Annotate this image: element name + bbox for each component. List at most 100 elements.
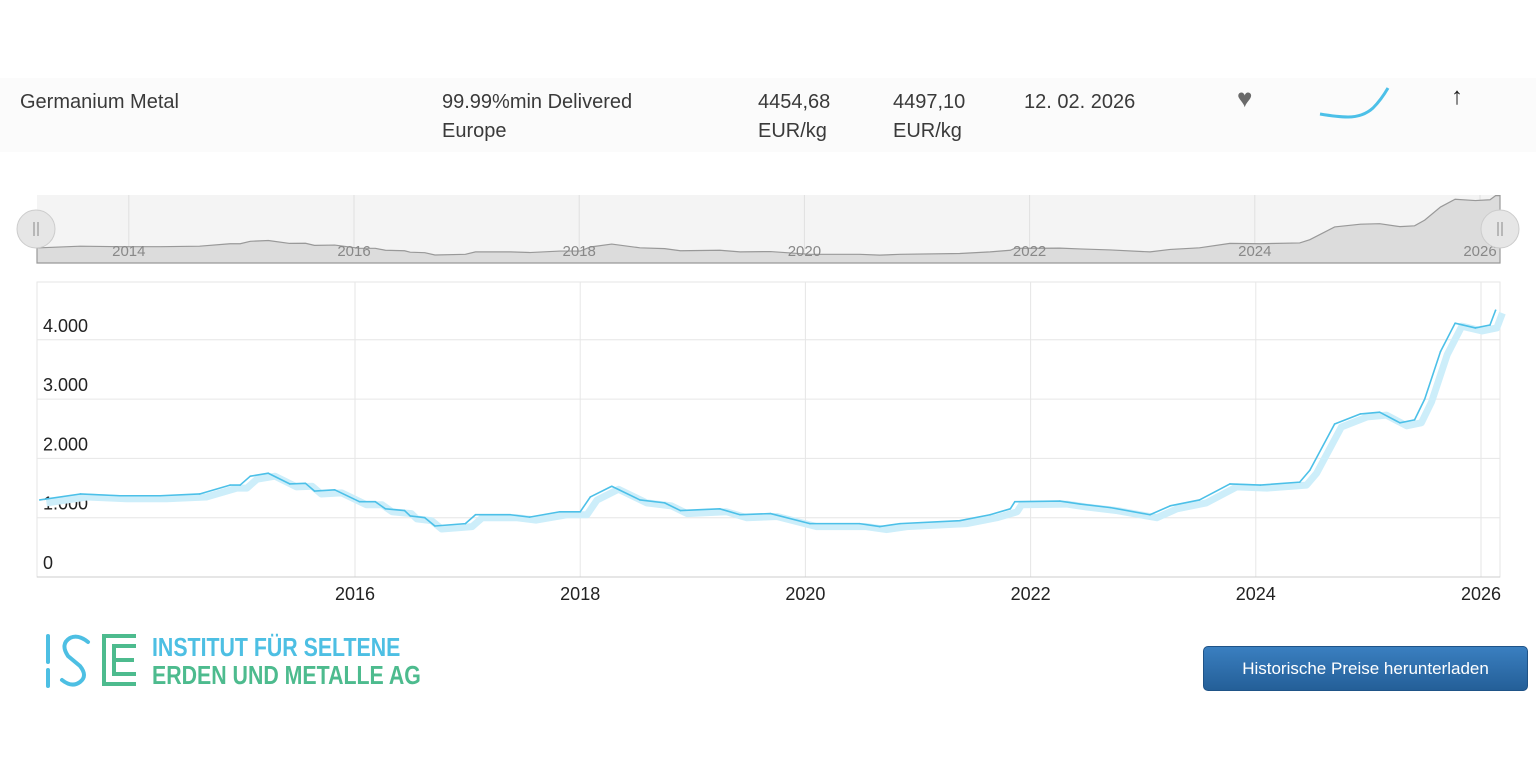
navigator-tick-label: 2024 [1238, 243, 1271, 260]
data-point [1494, 309, 1497, 311]
data-point [769, 512, 772, 515]
data-point [610, 485, 613, 488]
data-point [809, 522, 811, 525]
data-point [1489, 324, 1491, 326]
data-point [639, 499, 641, 501]
data-point [38, 499, 41, 501]
data-point [858, 522, 861, 525]
price-chart: 2014 2016 2018 2020 2022 2024 2026 2016 2018 202… [16, 195, 1520, 604]
data-point [579, 510, 581, 513]
data-point [313, 490, 316, 492]
data-point [739, 513, 741, 516]
data-point [1079, 503, 1081, 505]
data-point [958, 519, 961, 522]
y-tick-label: 3.000 [43, 375, 88, 395]
y-tick-label: 2.000 [43, 434, 88, 454]
x-tick-label: 2026 [1461, 584, 1501, 604]
price-low: 4454,68 EUR/kg [758, 88, 830, 146]
data-point [1423, 398, 1426, 400]
price-low-unit: EUR/kg [758, 120, 827, 142]
data-point [239, 484, 241, 486]
data-point [288, 483, 291, 485]
data-point [403, 509, 406, 512]
x-tick-label: 2016 [335, 584, 375, 604]
data-point [559, 510, 561, 513]
price-band [45, 311, 1506, 534]
x-tick-label: 2020 [785, 584, 825, 604]
x-tick-label: 2022 [1011, 584, 1051, 604]
price-row[interactable]: Germanium Metal 99.99%min Delivered Europ… [0, 78, 1536, 152]
y-tick-label: 4.000 [43, 316, 88, 336]
navigator-tick-label: 2022 [1013, 243, 1046, 260]
data-point [1198, 499, 1201, 501]
data-point [1454, 322, 1456, 324]
data-point [229, 484, 231, 486]
heart-icon[interactable]: ♥ [1237, 83, 1253, 113]
data-point [509, 513, 512, 516]
data-point [679, 509, 682, 512]
y-tick-label: 0 [43, 553, 53, 573]
data-point [1359, 413, 1362, 415]
ise-logo: INSTITUT FÜR SELTENE ERDEN UND METALLE A… [44, 632, 421, 693]
data-point [409, 515, 411, 517]
data-point [899, 522, 901, 525]
product-name: Germanium Metal [20, 91, 179, 113]
data-point [1169, 505, 1172, 507]
x-tick-label: 2024 [1236, 584, 1276, 604]
navigator-handle-right[interactable] [1480, 209, 1520, 249]
navigator-tick-label: 2026 [1463, 243, 1496, 260]
data-point [1399, 422, 1401, 424]
data-point [719, 508, 721, 510]
data-point [1378, 411, 1381, 413]
data-point [374, 500, 377, 503]
logo-line-1: INSTITUT FÜR SELTENE [152, 632, 401, 662]
data-point [358, 500, 361, 503]
data-point [1259, 484, 1262, 486]
download-history-button[interactable]: Historische Preise herunterladen [1203, 646, 1528, 691]
navigator-tick-label: 2020 [788, 243, 821, 260]
data-point [249, 475, 252, 477]
data-point [1474, 327, 1477, 329]
x-tick-label: 2018 [560, 584, 600, 604]
ise-logo-mark [46, 634, 136, 688]
navigator-tick-label: 2018 [563, 243, 596, 260]
navigator-tick-label: 2016 [337, 243, 370, 260]
navigator-series [36, 195, 1501, 264]
price-high: 4497,10 EUR/kg [893, 88, 965, 146]
spec-line-2: Europe [442, 120, 507, 142]
spec-line-1: 99.99%min Delivered [442, 91, 633, 113]
data-point [118, 494, 121, 497]
price-low-value: 4454,68 [758, 91, 831, 113]
price-high-unit: EUR/kg [893, 120, 962, 142]
price-high-value: 4497,10 [893, 91, 966, 113]
data-point [198, 493, 201, 495]
price-date: 12. 02. 2026 [1024, 91, 1136, 113]
data-point [528, 516, 531, 518]
data-point [1309, 469, 1311, 472]
data-point [79, 493, 82, 495]
data-point [1009, 508, 1012, 510]
data-point [878, 525, 881, 528]
data-point [267, 472, 270, 475]
data-point [159, 494, 162, 497]
navigator-tick-label: 2014 [112, 243, 145, 260]
navigator-handle-left[interactable] [16, 209, 56, 249]
data-point [1109, 506, 1112, 509]
data-point [333, 489, 336, 491]
arrow-up-icon[interactable]: ↑ [1451, 83, 1463, 110]
product-spec: 99.99%min Delivered Europe [442, 88, 632, 146]
data-point [474, 513, 477, 516]
data-point [384, 508, 387, 510]
data-point [424, 516, 426, 519]
data-point [1333, 423, 1336, 425]
data-point [434, 525, 436, 527]
data-point [1229, 483, 1231, 485]
data-point [989, 513, 991, 516]
sparkline [1319, 87, 1390, 119]
data-point [1059, 500, 1061, 502]
price-line [39, 309, 1497, 528]
data-point [663, 502, 666, 504]
data-point [1439, 350, 1442, 353]
data-point [1413, 419, 1416, 421]
data-point [1298, 481, 1301, 483]
